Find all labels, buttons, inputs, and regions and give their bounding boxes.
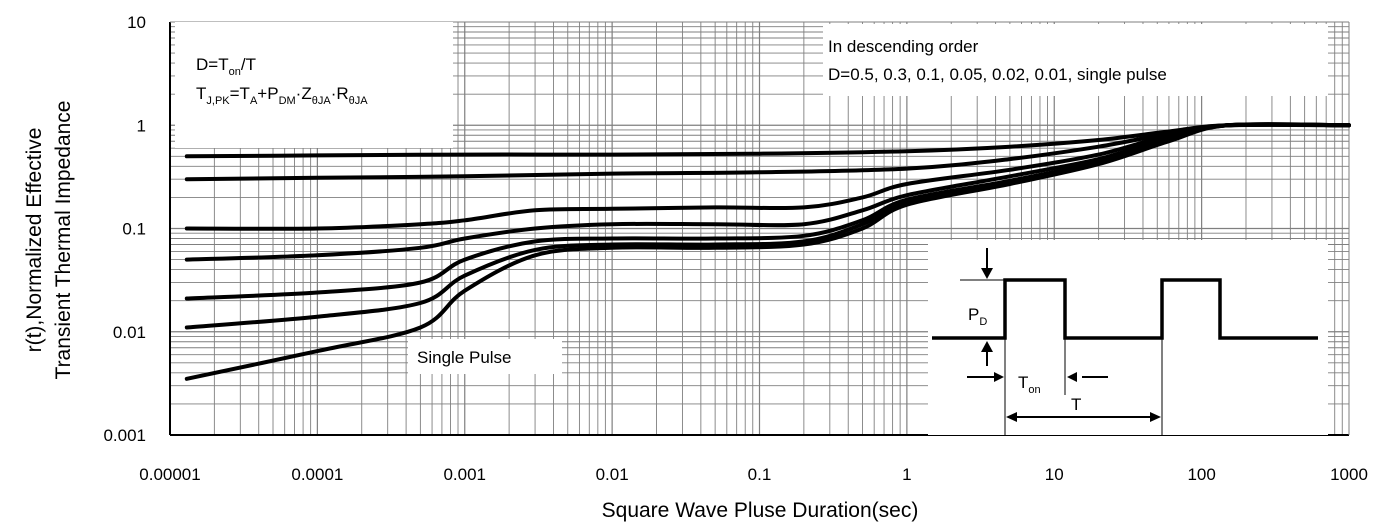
single-pulse-box — [408, 339, 562, 374]
x-tick-label: 0.01 — [596, 465, 629, 484]
x-tick-label: 0.1 — [748, 465, 772, 484]
order-line-1: In descending order — [828, 37, 979, 56]
curve-group — [184, 122, 1351, 381]
y-tick-label: 1 — [137, 116, 146, 135]
period-arrowhead-right — [1150, 412, 1161, 422]
y-tick-label: 0.001 — [103, 426, 146, 445]
pd-label: PD — [968, 305, 987, 328]
curve-series-2 — [184, 122, 1351, 231]
y-tick-label: 0.01 — [113, 323, 146, 342]
x-tick-label: 100 — [1187, 465, 1215, 484]
single-pulse-label: Single Pulse — [417, 348, 512, 367]
x-tick-label: 0.0001 — [291, 465, 343, 484]
order-line-2: D=0.5, 0.3, 0.1, 0.05, 0.02, 0.01, singl… — [828, 65, 1167, 84]
ton-arrowhead-left — [994, 372, 1004, 382]
period-arrowhead-left — [1006, 412, 1017, 422]
pulse-waveform-inset: PD Ton T — [928, 240, 1328, 435]
period-label: T — [1071, 395, 1081, 414]
y-axis-label-line-1: r(t),Normalized Effective — [23, 128, 46, 353]
formula-line-2: TJ,PK=TA+PDM·ZθJA·RθJA — [196, 84, 368, 107]
y-axis-label-line-2: Transient Thermal Impedance — [52, 101, 75, 380]
formula-box — [175, 22, 453, 148]
x-axis-label: Square Wave Pluse Duration(sec) — [602, 499, 919, 522]
order-box — [823, 24, 1328, 96]
pulse-waveform — [932, 278, 1318, 340]
ton-label: Ton — [1018, 373, 1041, 396]
pd-arrowhead-up — [981, 341, 993, 352]
curve-series-6 — [184, 122, 1351, 381]
formula-line-1: D=Ton/T — [196, 55, 256, 78]
x-tick-label: 0.001 — [443, 465, 486, 484]
y-tick-label: 0.1 — [122, 220, 146, 239]
y-tick-label: 10 — [127, 13, 146, 32]
x-tick-label: 1000 — [1330, 465, 1368, 484]
pd-arrowhead-down — [981, 268, 993, 279]
x-tick-label: 0.00001 — [139, 465, 200, 484]
tick-labels: 0.00001 0.0001 0.001 0.01 0.1 1 10 100 1000 0.001… — [103, 13, 1367, 484]
x-tick-label: 1 — [902, 465, 911, 484]
ton-arrowhead-right — [1067, 372, 1077, 382]
x-tick-label: 10 — [1045, 465, 1064, 484]
